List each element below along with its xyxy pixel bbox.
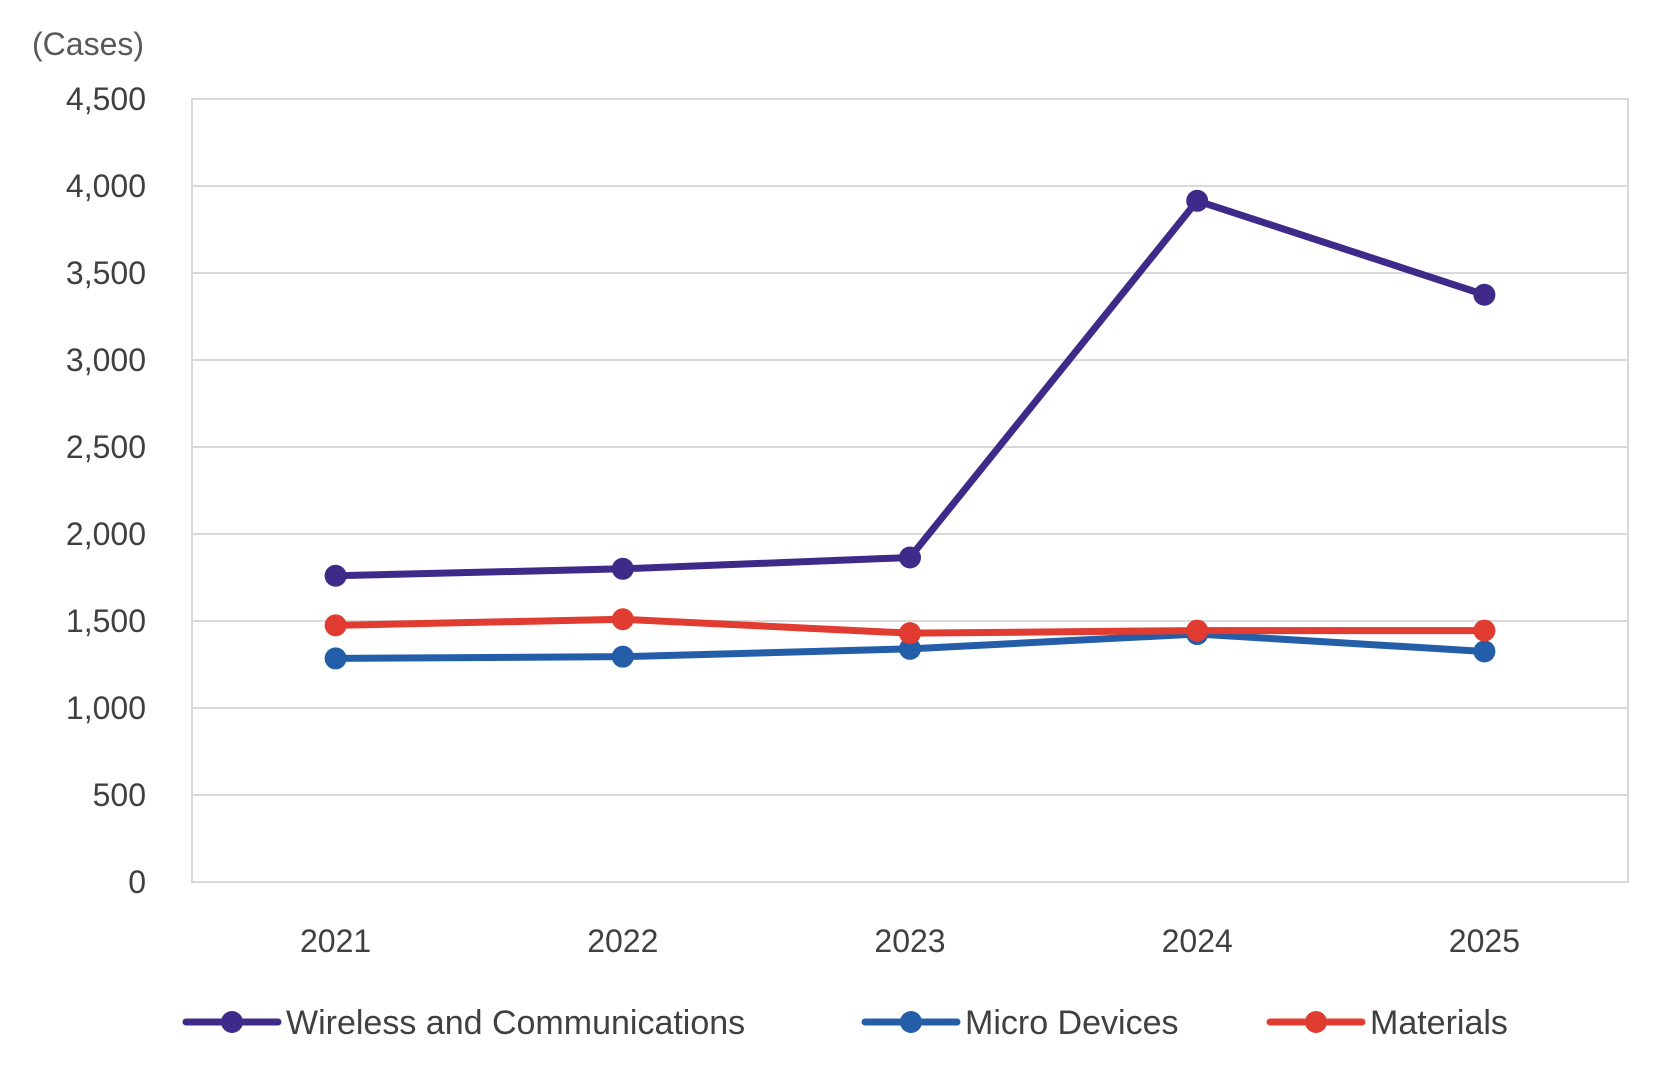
y-tick-label: 3,500: [66, 255, 146, 291]
legend-label: Materials: [1370, 1004, 1508, 1042]
y-tick-label: 1,500: [66, 603, 146, 639]
x-tick-label: 2023: [874, 923, 945, 959]
y-tick-label: 2,500: [66, 429, 146, 465]
data-point: [899, 637, 921, 660]
legend-item: Wireless and Communications: [182, 1004, 745, 1042]
y-tick-label: 0: [128, 864, 146, 900]
data-point: [1473, 283, 1496, 306]
x-tick-label: 2022: [587, 923, 658, 959]
data-point: [611, 557, 634, 580]
plot-area-border: [191, 98, 1629, 883]
series-line: [332, 197, 1488, 580]
x-tick-label: 2024: [1162, 923, 1233, 959]
y-tick-label: 2,000: [66, 516, 146, 552]
legend-label: Micro Devices: [965, 1004, 1178, 1042]
legend-marker: [1305, 1011, 1327, 1033]
y-tick-label: 3,000: [66, 342, 146, 378]
y-tick-label: 4,500: [66, 81, 146, 117]
series-lines: [324, 189, 1496, 670]
data-point: [1186, 619, 1209, 642]
series-wireless-and-communications: [324, 189, 1496, 587]
y-axis-ticks: 0 500 1,000 1,500 2,000 2,500 3,000 3,500 4,000 4…: [66, 81, 146, 900]
data-point: [611, 608, 634, 631]
legend-marker: [221, 1011, 243, 1033]
x-tick-label: 2021: [300, 923, 371, 959]
data-point: [899, 546, 921, 569]
y-axis-unit-label: (Cases): [32, 26, 144, 62]
legend-label: Wireless and Communications: [286, 1004, 745, 1042]
data-point: [1473, 640, 1496, 663]
x-axis-ticks: 2021 2022 2023 2024 2025: [300, 923, 1520, 959]
data-point: [324, 564, 347, 587]
legend-item: Micro Devices: [861, 1004, 1178, 1042]
y-tick-label: 1,000: [66, 690, 146, 726]
legend-marker: [900, 1011, 922, 1033]
legend: Wireless and Communications Micro Devices…: [182, 1004, 1508, 1042]
data-point: [611, 645, 634, 668]
gridlines: [192, 98, 1628, 883]
legend-item: Materials: [1266, 1004, 1508, 1042]
data-point: [1186, 189, 1209, 212]
y-tick-label: 4,000: [66, 168, 146, 204]
data-point: [324, 614, 347, 637]
y-tick-label: 500: [93, 777, 146, 813]
data-point: [899, 622, 921, 645]
x-tick-label: 2025: [1449, 923, 1520, 959]
series-materials: [324, 608, 1496, 645]
data-point: [324, 647, 347, 670]
data-point: [1473, 619, 1496, 642]
